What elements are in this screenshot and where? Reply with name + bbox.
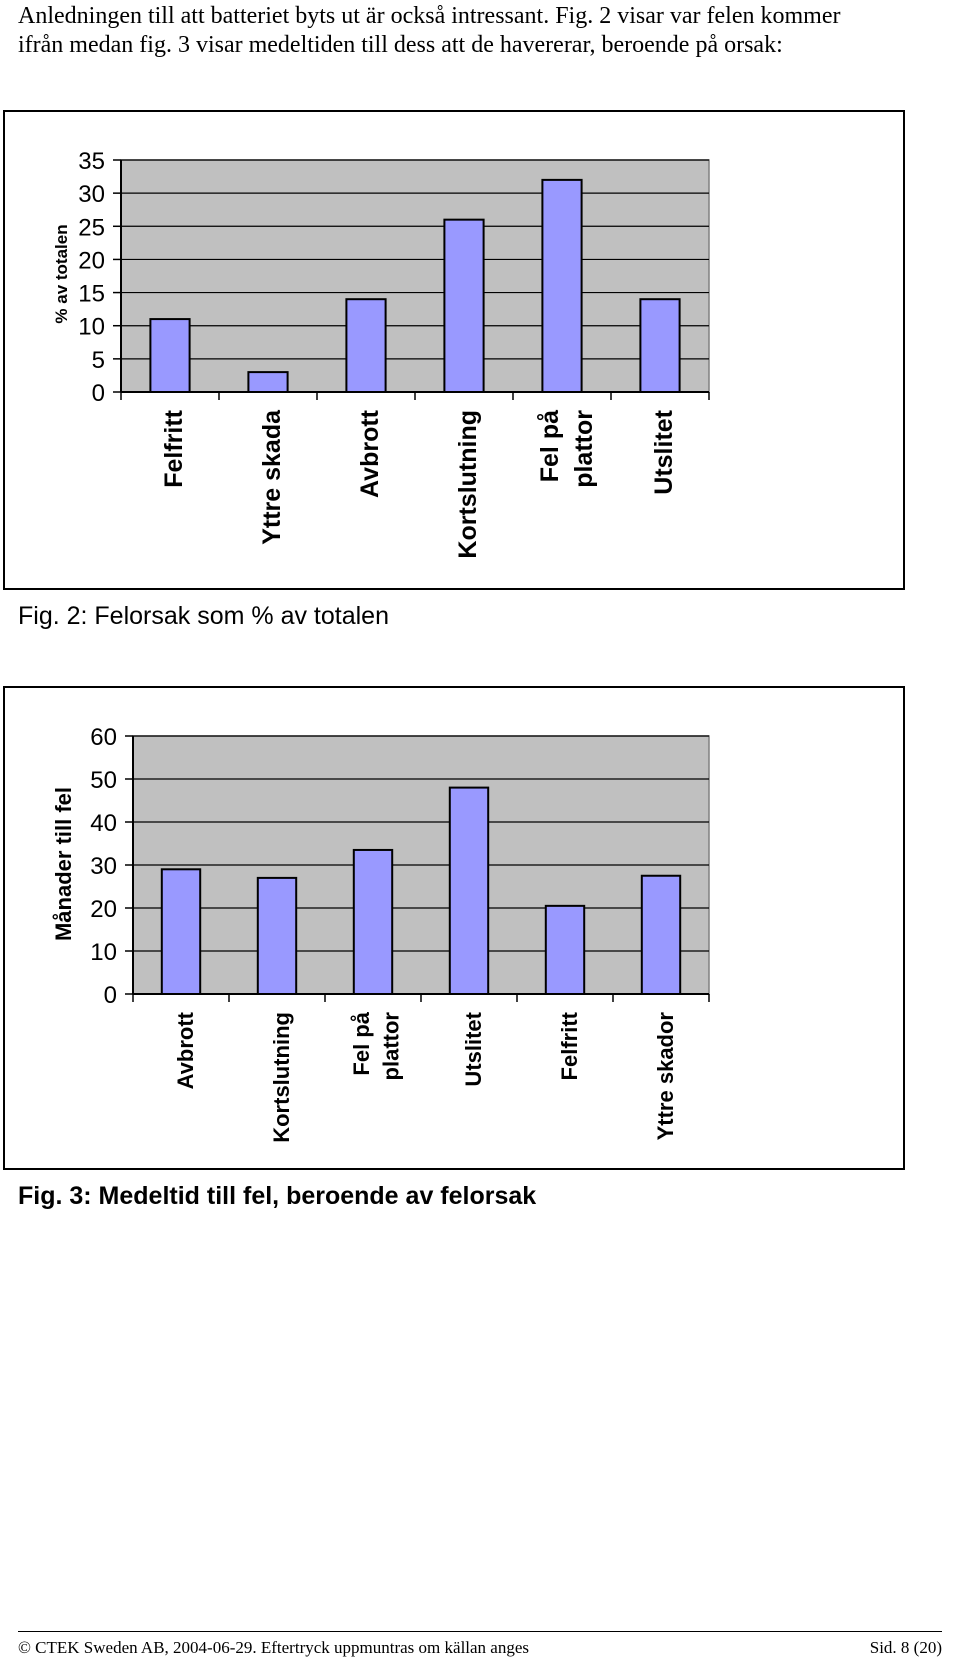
- fig2-bar: [247, 371, 289, 394]
- fig2-category-label: Fel på plattor: [536, 410, 598, 488]
- fig3-category-label: Utslitet: [461, 1011, 486, 1086]
- fig2-chart: 0 5 10 15 20 25 30 35 Felfritt Yttre skada Avbrott…: [52, 148, 710, 559]
- fig2-category-label: Utslitet: [650, 409, 678, 494]
- fig2-plot-area: [120, 159, 710, 393]
- fig2-y-tick-label: 15: [78, 281, 105, 308]
- fig2-y-tick-label: 5: [92, 347, 105, 374]
- fig2-chart-box: 0 5 10 15 20 25 30 35 Felfritt Yttre skada Avbrott…: [3, 110, 905, 590]
- fig3-bar: [640, 874, 682, 995]
- fig3-category-label: Avbrott: [173, 1011, 198, 1089]
- fig2-category-label: Kortslutning: [454, 410, 482, 559]
- fig2-y-axis-title: % av totalen: [52, 224, 71, 323]
- fig3-category-label: Fel på plattor: [349, 1011, 404, 1080]
- fig2-y-tick-label: 20: [78, 247, 105, 274]
- fig3-y-tick-label: 0: [104, 982, 117, 1009]
- fig3-category-label: Kortslutning: [269, 1012, 294, 1143]
- fig3-category-label: Yttre skador: [653, 1012, 678, 1141]
- fig2-category-label: Avbrott: [356, 409, 384, 498]
- fig3-bar: [544, 904, 586, 996]
- fig3-y-tick-label: 40: [90, 810, 117, 837]
- fig3-y-tick-label: 20: [90, 896, 117, 923]
- fig2-category-label: Felfritt: [160, 409, 188, 487]
- fig3-y-tick-label: 30: [90, 853, 117, 880]
- fig2-category-label: Yttre skada: [258, 409, 286, 545]
- fig2-y-tick-label: 30: [78, 181, 105, 208]
- fig3-bar: [160, 868, 202, 995]
- fig2-y-tick-label: 10: [78, 314, 105, 341]
- fig3-chart: 0 10 20 30 40 50 60 Avbrott Kortslutning Fel på pl…: [51, 724, 710, 1143]
- fig3-category-label: Felfritt: [557, 1011, 582, 1080]
- fig2-y-tick-label: 0: [92, 380, 105, 407]
- footer-page-number: Sid. 8 (20): [869, 1638, 942, 1657]
- fig2-bar: [149, 318, 191, 393]
- fig3-y-tick-label: 50: [90, 767, 117, 794]
- fig3-y-tick-label: 10: [90, 939, 117, 966]
- fig3-bar: [256, 876, 298, 995]
- fig3-bar: [352, 848, 394, 995]
- fig2-bar: [541, 178, 583, 393]
- fig2-y-tick-label: 35: [78, 148, 105, 175]
- fig3-y-axis-title: Månader till fel: [51, 787, 76, 941]
- intro-text: Anledningen till att batteriet byts ut ä…: [18, 2, 938, 60]
- fig3-chart-box: 0 10 20 30 40 50 60 Avbrott Kortslutning Fel på pl…: [3, 686, 905, 1170]
- footer-copyright: © CTEK Sweden AB, 2004-06-29. Eftertryck…: [18, 1638, 530, 1657]
- fig2-bar: [443, 218, 485, 393]
- fig3-y-tick-label: 60: [90, 724, 117, 751]
- fig2-bar: [639, 298, 681, 393]
- fig2-y-tick-label: 25: [78, 214, 105, 241]
- intro-line-1: Anledningen till att batteriet byts ut ä…: [18, 3, 841, 29]
- fig2-bar: [345, 298, 387, 393]
- page-footer: © CTEK Sweden AB, 2004-06-29. Eftertryck…: [18, 1631, 942, 1658]
- fig3-bar: [448, 786, 490, 995]
- fig3-caption: Fig. 3: Medeltid till fel, beroende av f…: [18, 1182, 537, 1210]
- fig2-caption: Fig. 2: Felorsak som % av totalen: [18, 602, 389, 630]
- intro-line-2: ifrån medan fig. 3 visar medeltiden till…: [18, 32, 783, 58]
